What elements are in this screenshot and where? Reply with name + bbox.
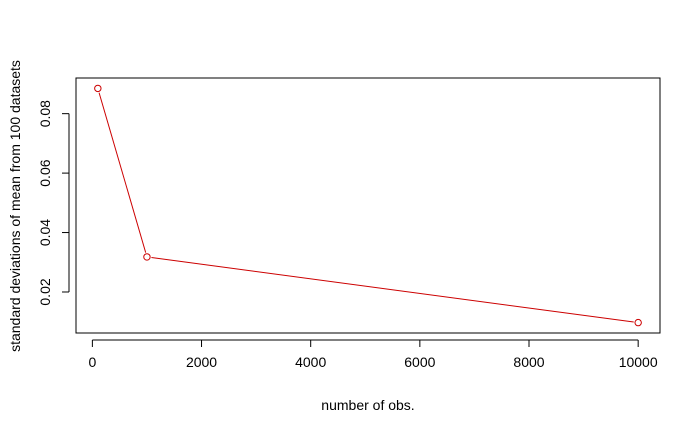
- data-point: [94, 84, 102, 93]
- y-axis-title: standard deviations of mean from 100 dat…: [7, 60, 23, 352]
- series-line-segment: [151, 257, 634, 323]
- x-tick-label: 0: [88, 354, 96, 370]
- y-tick-label: 0.04: [37, 219, 53, 246]
- x-tick-label: 2000: [186, 354, 217, 370]
- y-tick-label: 0.08: [37, 100, 53, 127]
- x-tick-label: 4000: [295, 354, 326, 370]
- x-tick-label: 8000: [513, 354, 544, 370]
- series-line-segment: [98, 92, 147, 253]
- y-tick-label: 0.02: [37, 278, 53, 305]
- x-tick-label: 6000: [404, 354, 435, 370]
- x-axis: 0 2000 4000 6000 8000 10000: [88, 339, 658, 370]
- x-tick-label: 10000: [619, 354, 658, 370]
- plot-frame: [75, 77, 661, 334]
- y-axis: 0.02 0.04 0.06 0.08: [37, 100, 70, 306]
- data-point: [634, 318, 642, 327]
- data-point: [143, 253, 151, 261]
- y-tick-label: 0.06: [37, 159, 53, 186]
- series-layer: [94, 84, 642, 327]
- x-axis-title: number of obs.: [321, 397, 414, 413]
